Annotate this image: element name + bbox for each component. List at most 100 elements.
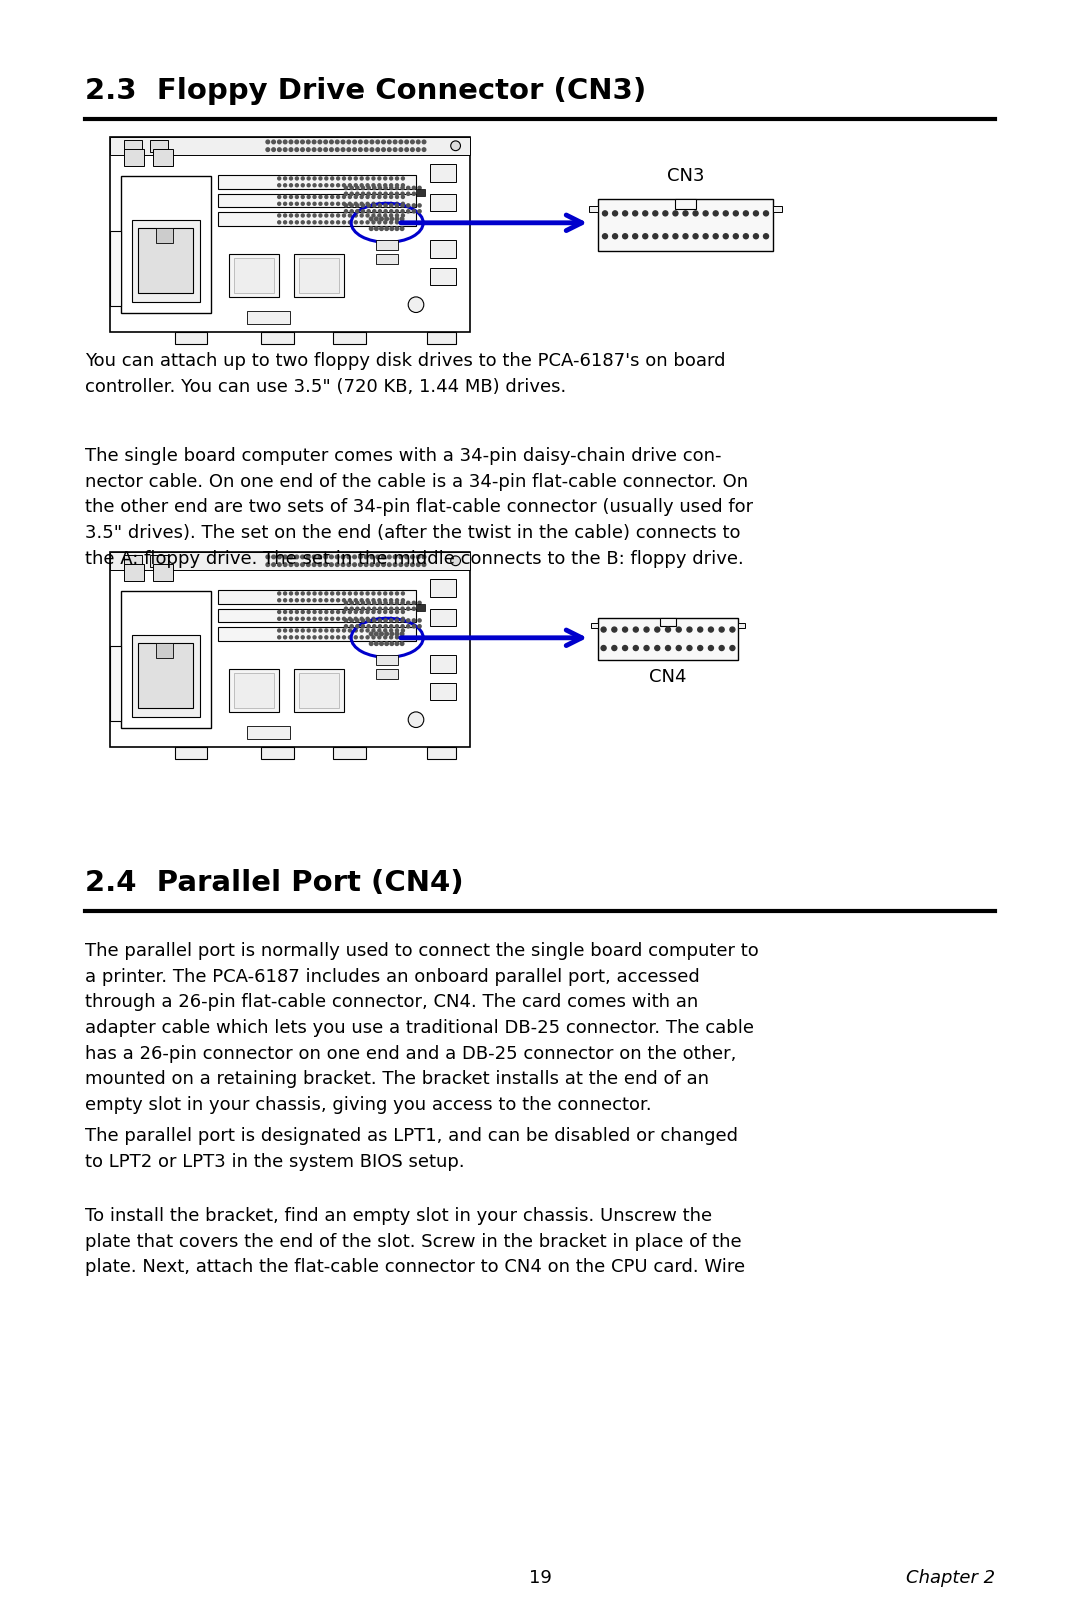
Circle shape	[355, 209, 359, 212]
Circle shape	[370, 148, 374, 151]
Circle shape	[402, 618, 404, 620]
Bar	[431, 240, 456, 258]
Circle shape	[408, 712, 423, 728]
Circle shape	[390, 624, 393, 628]
Circle shape	[337, 221, 339, 224]
Circle shape	[743, 234, 748, 238]
Circle shape	[401, 209, 404, 212]
Circle shape	[418, 620, 421, 623]
Circle shape	[402, 196, 404, 198]
Circle shape	[366, 636, 369, 639]
Bar	[110, 551, 470, 569]
Circle shape	[330, 618, 334, 620]
Circle shape	[376, 148, 379, 151]
Circle shape	[393, 563, 396, 566]
Circle shape	[345, 204, 348, 208]
Circle shape	[313, 636, 316, 639]
Circle shape	[418, 204, 421, 208]
Bar	[416, 188, 426, 196]
Circle shape	[395, 187, 399, 190]
Circle shape	[367, 187, 370, 190]
Circle shape	[278, 203, 281, 206]
Circle shape	[307, 148, 310, 151]
Circle shape	[407, 624, 409, 628]
Circle shape	[422, 563, 426, 566]
Circle shape	[354, 599, 357, 602]
Circle shape	[313, 629, 316, 633]
Circle shape	[312, 139, 315, 144]
Circle shape	[349, 203, 351, 206]
Circle shape	[342, 183, 346, 187]
Circle shape	[289, 214, 293, 217]
Circle shape	[719, 646, 725, 650]
Circle shape	[708, 628, 714, 633]
Circle shape	[295, 214, 298, 217]
Circle shape	[366, 610, 369, 613]
Circle shape	[367, 624, 370, 628]
Circle shape	[278, 629, 281, 633]
Circle shape	[378, 204, 381, 208]
Circle shape	[643, 211, 648, 216]
Circle shape	[345, 620, 348, 623]
Circle shape	[422, 555, 426, 558]
Circle shape	[278, 592, 281, 595]
Bar	[660, 618, 676, 626]
Circle shape	[733, 234, 739, 238]
Circle shape	[378, 214, 381, 217]
Circle shape	[388, 139, 391, 144]
Circle shape	[633, 628, 638, 633]
Circle shape	[319, 610, 322, 613]
Circle shape	[612, 211, 618, 216]
Circle shape	[349, 196, 351, 198]
Circle shape	[342, 610, 346, 613]
Circle shape	[329, 139, 334, 144]
Bar	[431, 608, 456, 626]
Circle shape	[366, 196, 369, 198]
Circle shape	[410, 563, 415, 566]
Bar	[431, 655, 456, 673]
Circle shape	[278, 214, 281, 217]
Circle shape	[622, 628, 627, 633]
Circle shape	[284, 599, 286, 602]
Circle shape	[418, 187, 421, 190]
Circle shape	[284, 177, 286, 180]
Circle shape	[284, 203, 286, 206]
Circle shape	[724, 234, 728, 238]
Circle shape	[325, 183, 328, 187]
Bar	[675, 200, 696, 209]
Circle shape	[325, 629, 328, 633]
Circle shape	[354, 221, 357, 224]
Circle shape	[380, 633, 383, 636]
Circle shape	[418, 602, 421, 605]
Bar	[124, 149, 145, 165]
Circle shape	[289, 148, 293, 151]
Circle shape	[330, 196, 334, 198]
Circle shape	[319, 555, 322, 558]
Text: The parallel port is designated as LPT1, and can be disabled or changed
to LPT2 : The parallel port is designated as LPT1,…	[85, 1127, 738, 1171]
Circle shape	[312, 555, 315, 558]
Circle shape	[390, 204, 393, 208]
Circle shape	[354, 214, 357, 217]
Circle shape	[395, 610, 399, 613]
Circle shape	[364, 148, 368, 151]
Circle shape	[319, 636, 322, 639]
Circle shape	[683, 211, 688, 216]
Bar	[431, 579, 456, 597]
Circle shape	[665, 628, 671, 633]
Circle shape	[325, 610, 328, 613]
Circle shape	[289, 618, 293, 620]
Circle shape	[324, 555, 327, 558]
Circle shape	[401, 633, 404, 636]
Circle shape	[300, 139, 305, 144]
Circle shape	[390, 607, 393, 610]
Bar	[218, 193, 416, 208]
Circle shape	[360, 221, 363, 224]
Circle shape	[378, 203, 381, 206]
Circle shape	[345, 191, 348, 195]
Circle shape	[380, 217, 383, 221]
Circle shape	[603, 234, 607, 238]
Bar	[218, 628, 416, 641]
Circle shape	[375, 227, 378, 230]
Bar	[294, 668, 345, 712]
Circle shape	[325, 221, 328, 224]
